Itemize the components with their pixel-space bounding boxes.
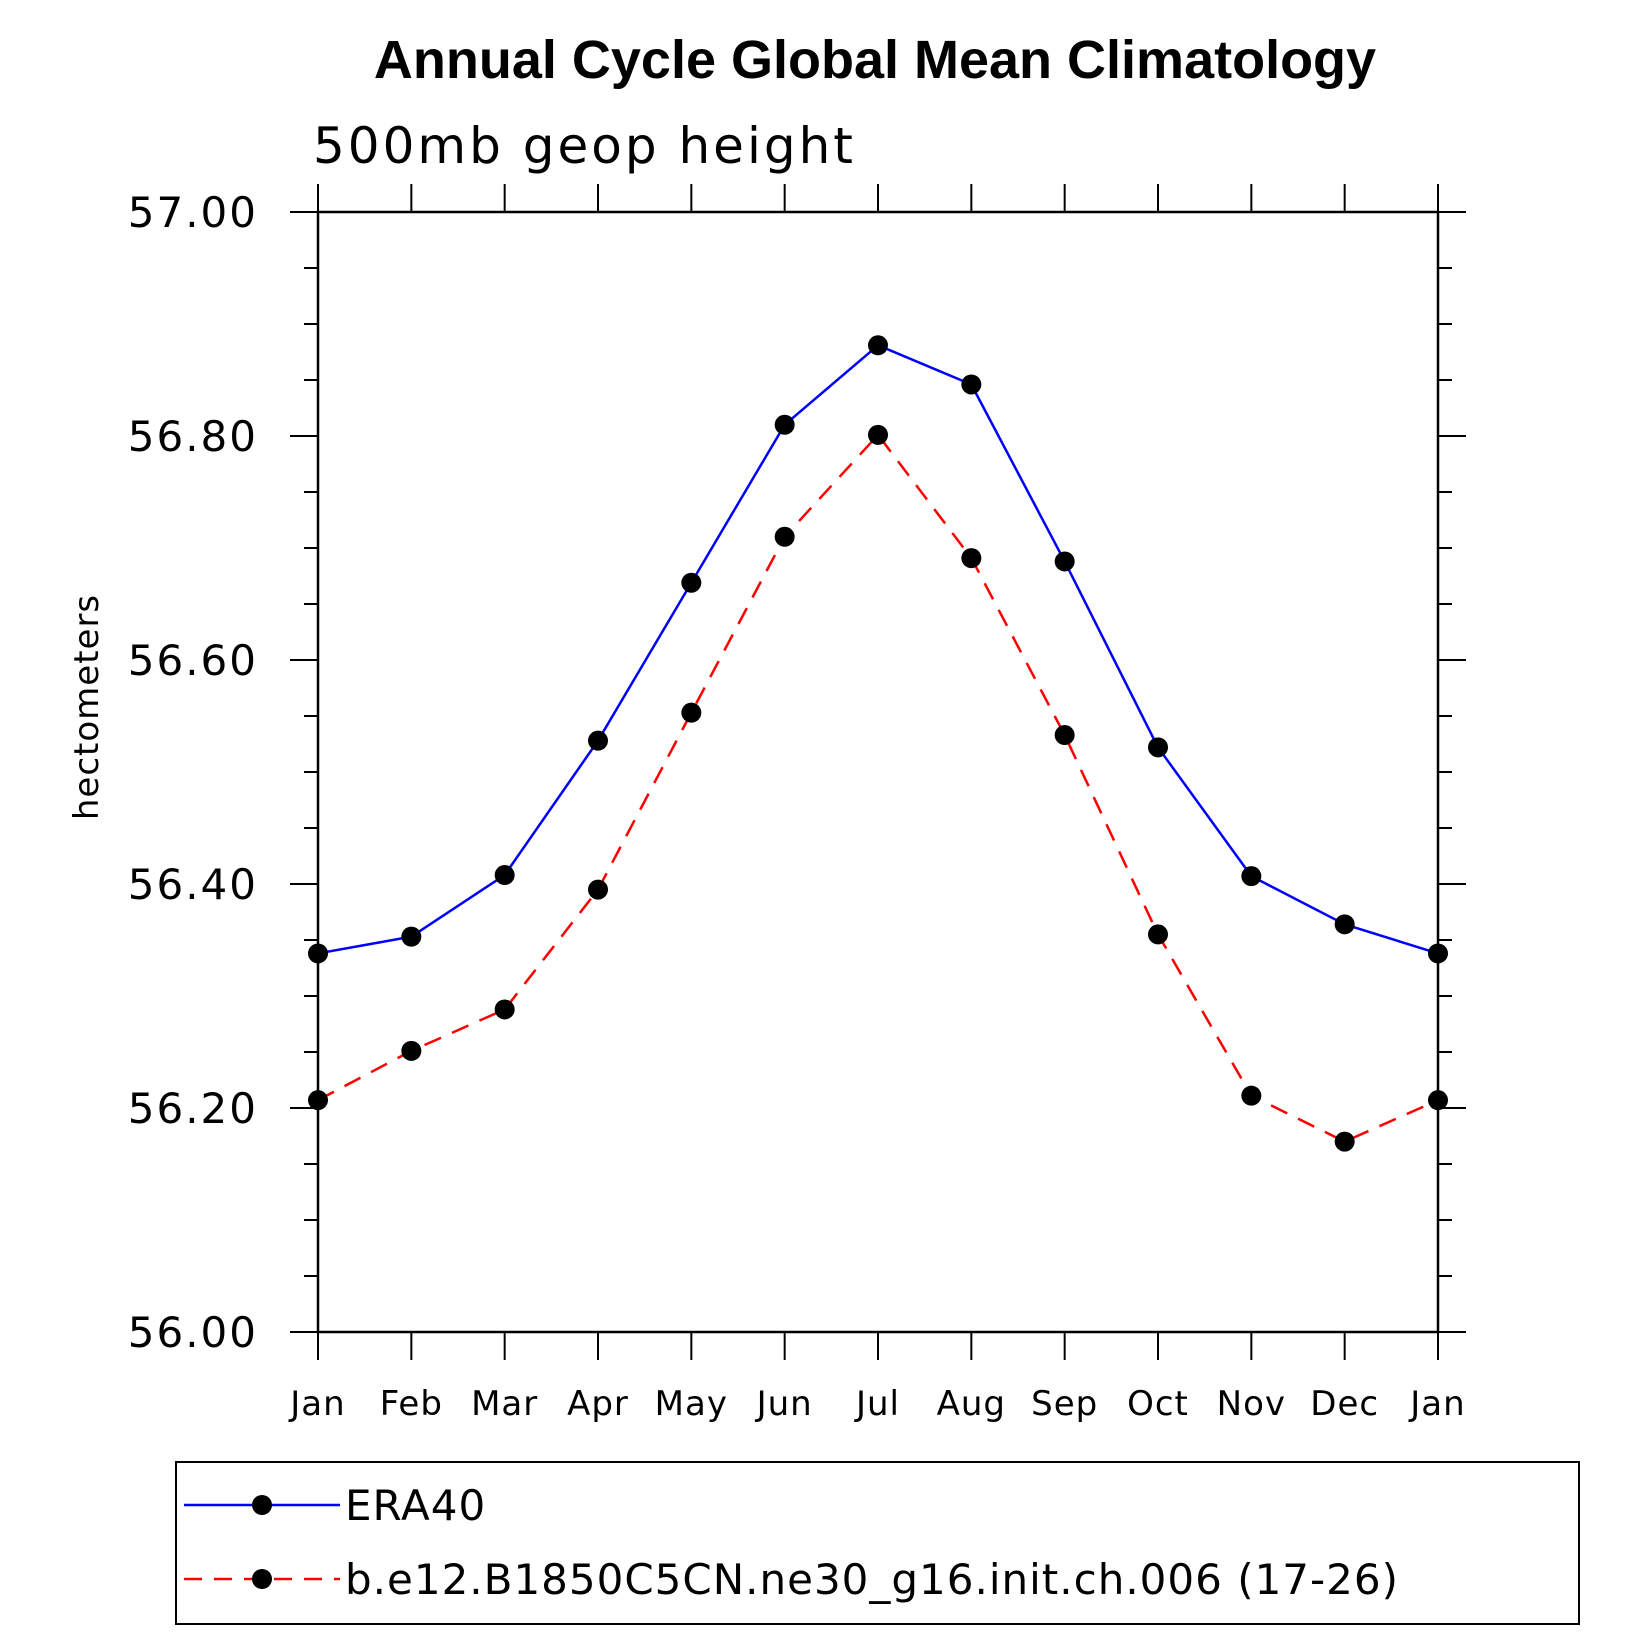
x-tick-label: Jan [288,1384,345,1424]
legend-label-model: b.e12.B1850C5CN.ne30_g16.init.ch.006 (17… [345,1555,1399,1604]
plot-border [316,210,1440,1334]
y-tick-label: 56.80 [128,412,258,461]
x-tick-label: Nov [1217,1384,1286,1424]
data-point [1148,737,1168,758]
data-point [1334,914,1355,935]
data-point [401,926,422,947]
data-point [1054,725,1075,746]
series-1 [308,424,1448,1152]
series-line-1 [317,432,1439,1143]
y-tick-label: 56.40 [128,860,258,909]
data-point [774,526,795,547]
x-tick-label: Jul [854,1384,900,1424]
data-point [1054,551,1075,572]
data-point [308,1090,328,1111]
x-tick-label: Mar [471,1384,538,1424]
data-point [588,879,608,900]
data-point [1428,1090,1448,1111]
data-point [774,414,795,435]
data-point [681,572,702,593]
data-point [588,730,608,751]
data-point [308,943,328,964]
series-0 [308,335,1448,964]
y-tick-label: 56.20 [128,1084,258,1133]
data-point [1241,866,1262,887]
data-point [961,374,982,395]
x-tick-label: May [655,1384,728,1424]
legend-marker-model [252,1569,272,1589]
legend-label-era40: ERA40 [345,1481,486,1530]
chart-title: Annual Cycle Global Mean Climatology [374,30,1376,90]
data-point [1428,943,1448,964]
x-tick-label: Sep [1031,1384,1098,1424]
x-tick-label: Jun [755,1384,813,1424]
data-point [401,1040,422,1061]
plot-frame [316,210,1440,1334]
data-point [1241,1085,1262,1106]
legend-box [175,1461,1580,1625]
data-point [961,548,982,569]
x-tick-label: Aug [937,1384,1006,1424]
data-point [868,424,888,445]
x-tick-label: Dec [1310,1384,1379,1424]
data-point [1334,1131,1355,1152]
data-point [681,702,702,723]
data-point [1148,924,1168,945]
y-tick-label: 57.00 [128,188,258,237]
legend: ERA40 b.e12.B1850C5CN.ne30_g16.init.ch.0… [175,1461,1580,1625]
y-axis-label: hectometers [67,594,107,820]
x-tick-label: Jan [1408,1384,1465,1424]
x-tick-label: Oct [1127,1384,1189,1424]
legend-marker-era40 [252,1495,272,1515]
x-tick-label: Feb [380,1384,443,1424]
chart-subtitle: 500mb geop height [313,117,856,175]
data-point [868,335,888,356]
x-tick-label: Apr [567,1384,629,1424]
y-axis-tick-labels: 56.00 56.20 56.40 56.60 56.80 57.00 [128,188,258,1357]
x-axis-tick-labels: Jan Feb Mar Apr May Jun Jul Aug Sep Oct Nov Dec Jan [288,1384,1465,1424]
y-tick-label: 56.00 [128,1308,258,1357]
data-point [494,865,515,886]
y-tick-label: 56.60 [128,636,258,685]
series-layer [308,335,1448,1152]
axis-ticks [290,184,1466,1360]
data-point [494,999,515,1020]
